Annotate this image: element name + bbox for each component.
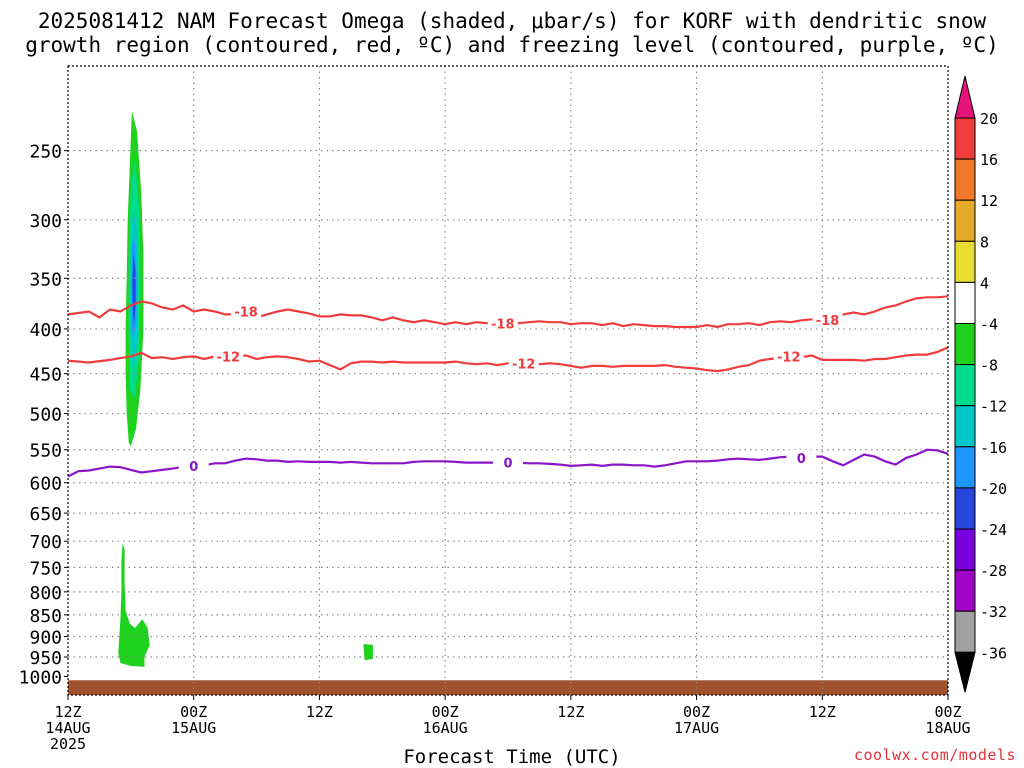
colorbar-bin <box>954 158 976 201</box>
colorbar-label: -24 <box>980 521 1007 539</box>
surface-ground-bar <box>68 680 948 695</box>
colorbar-bin <box>954 528 976 571</box>
colorbar-label: -12 <box>980 398 1007 416</box>
contour-label-bg <box>178 457 209 474</box>
contour-label-bg <box>508 355 539 372</box>
y-tick-label: 950 <box>29 648 62 669</box>
y-tick-label: 400 <box>29 320 62 341</box>
x-tick-label: 12Z <box>809 703 836 721</box>
colorbar-label: -20 <box>980 480 1007 498</box>
y-tick-label: 900 <box>29 628 62 649</box>
contour-label-dendritic-bottom: -12 <box>512 357 536 372</box>
y-tick-label: 650 <box>29 504 62 525</box>
colorbar-bin <box>954 364 976 407</box>
x-tick-label: 12Z <box>306 703 333 721</box>
source-credit: coolwx.com/models <box>853 746 1016 764</box>
omega-region-lower-ascent-4 <box>118 543 150 667</box>
colorbar-bin <box>954 487 976 530</box>
y-tick-label: 600 <box>29 474 62 495</box>
colorbar-bin <box>954 610 976 653</box>
x-tick-label: 2025 <box>50 735 86 753</box>
x-tick-label: 16AUG <box>423 719 468 737</box>
colorbar-label: -32 <box>980 603 1007 621</box>
contour-label-freezing-level: 0 <box>797 452 806 467</box>
y-tick-label: 500 <box>29 405 62 426</box>
x-tick-label: 18AUG <box>925 719 970 737</box>
chart-title-line-1: 2025081412 NAM Forecast Omega (shaded, μ… <box>37 9 987 33</box>
y-tick-label: 300 <box>29 211 62 232</box>
contour-label-bg <box>812 311 843 328</box>
colorbar-label: 8 <box>980 233 989 251</box>
colorbar-bin <box>954 323 976 366</box>
x-axis-label: Forecast Time (UTC) <box>403 746 621 768</box>
contour-label-dendritic-bottom: -12 <box>777 351 801 366</box>
contour-label-bg <box>493 454 523 471</box>
x-tick-label: 15AUG <box>171 719 216 737</box>
x-tick-label: 12Z <box>557 703 584 721</box>
colorbar-bin <box>954 199 976 242</box>
colorbar-label: -4 <box>980 316 998 334</box>
colorbar-label: -36 <box>980 644 1007 662</box>
y-tick-label: 1000 <box>19 667 62 688</box>
omega-region-upper-ascent-20 <box>132 253 136 325</box>
contour-label-bg <box>773 348 804 365</box>
y-tick-label: 450 <box>29 365 62 386</box>
colorbar-label: -28 <box>980 562 1007 580</box>
omega-region-small-ascent-4 <box>363 644 373 661</box>
contour-label-bg <box>213 348 244 365</box>
colorbar-label: 16 <box>980 151 998 169</box>
colorbar-bin <box>954 117 976 160</box>
chart-title-line-2: growth region (contoured, red, ºC) and f… <box>25 33 999 57</box>
colorbar-bin <box>954 569 976 612</box>
contour-label-dendritic-top: -18 <box>234 305 258 320</box>
colorbar-bin <box>954 281 976 324</box>
plot-frame <box>67 65 949 696</box>
y-tick-label: 850 <box>29 606 62 627</box>
y-tick-label: 550 <box>29 441 62 462</box>
colorbar-label: -16 <box>980 439 1007 457</box>
x-tick-label: 00Z <box>432 703 459 721</box>
y-tick-label: 800 <box>29 583 62 604</box>
colorbar-label: 20 <box>980 110 998 128</box>
x-tick-label: 00Z <box>683 703 710 721</box>
contour-label-bg <box>487 315 518 332</box>
y-tick-label: 750 <box>29 558 62 579</box>
colorbar-label: 12 <box>980 192 998 210</box>
y-tick-label: 700 <box>29 532 62 553</box>
colorbar-bin <box>954 240 976 283</box>
colorbar-bin <box>954 446 976 489</box>
contour-label-dendritic-top: -18 <box>491 318 515 333</box>
x-tick-label: 14AUG <box>45 719 90 737</box>
contour-label-dendritic-bottom: -12 <box>217 350 241 365</box>
x-tick-label: 17AUG <box>674 719 719 737</box>
contour-dendritic-bottom <box>67 346 949 373</box>
y-tick-label: 250 <box>29 142 62 163</box>
contour-label-bg <box>231 303 262 320</box>
y-tick-label: 350 <box>29 269 62 290</box>
colorbar-label: 4 <box>980 274 989 292</box>
x-tick-label: 00Z <box>180 703 207 721</box>
contour-label-freezing-level: 0 <box>503 457 512 472</box>
contour-label-bg <box>786 449 817 466</box>
colorbar-bin <box>954 405 976 448</box>
colorbar-bottom-triangle <box>954 651 976 693</box>
contour-label-dendritic-top: -18 <box>816 314 840 329</box>
x-tick-label: 00Z <box>934 703 961 721</box>
contour-label-freezing-level: 0 <box>189 460 198 475</box>
colorbar-label: -8 <box>980 357 998 375</box>
colorbar-top-triangle <box>954 75 976 119</box>
x-tick-label: 12Z <box>54 703 81 721</box>
